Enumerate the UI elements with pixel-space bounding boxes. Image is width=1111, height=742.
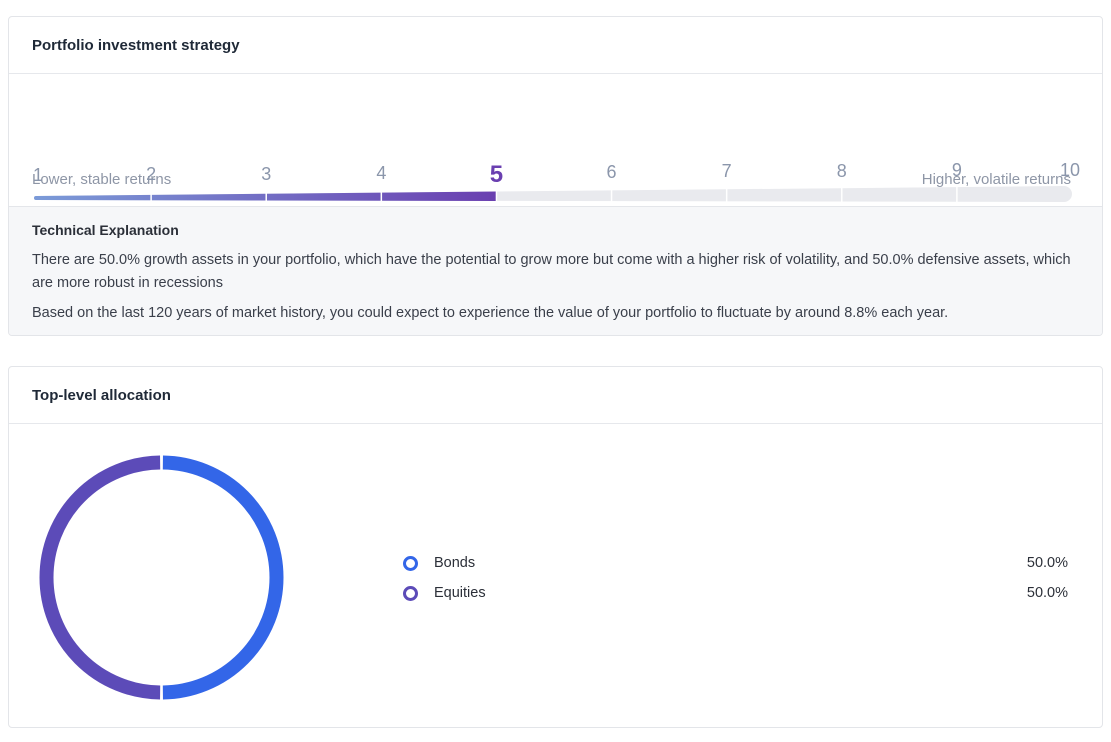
risk-level-6[interactable]: 6 — [606, 162, 617, 182]
donut-slice-equities[interactable] — [39, 455, 161, 700]
allocation-card-title: Top-level allocation — [9, 367, 1102, 424]
legend-item-bonds: Bonds 50.0% — [403, 548, 1068, 578]
risk-level-10[interactable]: 10 — [1059, 159, 1081, 180]
high-risk-caption: Higher, volatile returns — [921, 171, 1071, 188]
technical-explanation: Technical Explanation There are 50.0% gr… — [9, 206, 1102, 335]
equities-legend-dot-icon — [403, 585, 418, 601]
low-risk-caption: Lower, stable returns — [32, 171, 172, 188]
risk-slider-track[interactable] — [9, 74, 1102, 206]
risk-level-7[interactable]: 7 — [721, 161, 732, 182]
volatility-text: Based on the last 120 years of market hi… — [32, 305, 949, 321]
risk-level-5[interactable]: 5 — [489, 160, 504, 188]
allocation-body: Bonds 50.0% Equities 50.0% — [9, 424, 1102, 727]
slider-track-fill — [34, 191, 497, 201]
strategy-card: Portfolio investment strategy Lower, sta… — [8, 16, 1103, 336]
risk-slider[interactable]: Lower, stable returns Higher, volatile r… — [9, 74, 1102, 206]
legend-label-bonds: Bonds — [434, 555, 476, 571]
bonds-legend-dot-icon — [403, 555, 418, 571]
donut-slice-bonds[interactable] — [162, 455, 284, 700]
legend-label-equities: Equities — [434, 585, 486, 601]
risk-level-1[interactable]: 1 — [32, 165, 44, 185]
risk-level-4[interactable]: 4 — [376, 163, 387, 184]
risk-level-8[interactable]: 8 — [836, 160, 847, 181]
allocation-donut-chart — [39, 455, 284, 700]
risk-level-2[interactable]: 2 — [146, 164, 157, 185]
growth-assets-text: There are 50.0% growth assets in your po… — [32, 252, 1071, 291]
legend-value-equities: 50.0% — [1026, 585, 1068, 601]
risk-level-9[interactable]: 9 — [951, 160, 962, 181]
allocation-card: Top-level allocation Bonds 50.0% Equitie… — [8, 366, 1103, 728]
legend-value-bonds: 50.0% — [1026, 555, 1068, 571]
risk-level-3[interactable]: 3 — [261, 163, 272, 184]
technical-explanation-title: Technical Explanation — [32, 222, 179, 238]
strategy-card-title: Portfolio investment strategy — [9, 17, 1102, 74]
legend-item-equities: Equities 50.0% — [403, 578, 1068, 608]
allocation-legend: Bonds 50.0% Equities 50.0% — [403, 548, 1068, 608]
